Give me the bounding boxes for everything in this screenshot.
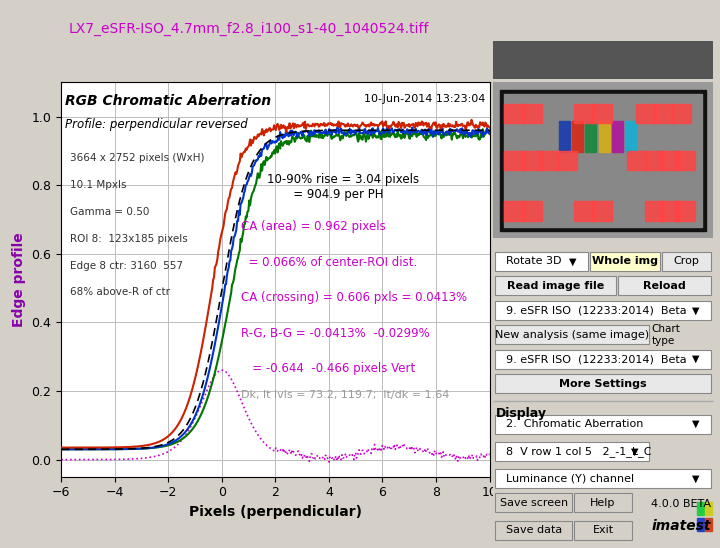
- Text: Read image file: Read image file: [507, 281, 604, 291]
- Bar: [559, 121, 570, 152]
- Bar: [636, 104, 656, 123]
- Bar: [644, 201, 665, 221]
- Text: Rotate 3D: Rotate 3D: [506, 256, 562, 266]
- Bar: [585, 121, 596, 152]
- Text: Help: Help: [590, 498, 616, 508]
- Text: ▼: ▼: [631, 447, 638, 456]
- Text: Display: Display: [495, 407, 546, 420]
- Text: ▼: ▼: [692, 305, 700, 315]
- Text: Whole img: Whole img: [592, 256, 658, 266]
- Bar: [698, 501, 704, 515]
- Bar: [495, 374, 711, 393]
- Bar: [627, 151, 647, 170]
- Bar: [495, 493, 572, 512]
- Bar: [504, 104, 524, 123]
- Text: = 0.066% of center-ROI dist.: = 0.066% of center-ROI dist.: [241, 256, 418, 269]
- Y-axis label: Edge profile: Edge profile: [12, 232, 26, 327]
- Bar: [575, 201, 594, 221]
- Bar: [592, 201, 612, 221]
- X-axis label: Pixels (perpendicular): Pixels (perpendicular): [189, 505, 362, 519]
- Bar: [495, 442, 649, 461]
- Text: Profile: perpendicular reversed: Profile: perpendicular reversed: [66, 118, 248, 131]
- Bar: [654, 104, 673, 123]
- Bar: [612, 121, 623, 152]
- Bar: [495, 350, 711, 369]
- Text: More Settings: More Settings: [559, 379, 647, 389]
- Text: CA (area) = 0.962 pixels: CA (area) = 0.962 pixels: [241, 220, 386, 233]
- Bar: [675, 151, 696, 170]
- Bar: [572, 121, 583, 152]
- Bar: [705, 501, 712, 515]
- Text: 8  V row 1 col 5   2_-1_L_C: 8 V row 1 col 5 2_-1_L_C: [506, 446, 652, 457]
- Bar: [504, 94, 702, 227]
- Bar: [598, 121, 610, 152]
- Bar: [660, 151, 680, 170]
- Text: R-G, B-G = -0.0413%  -0.0299%: R-G, B-G = -0.0413% -0.0299%: [241, 327, 430, 340]
- Text: Exit: Exit: [593, 525, 613, 535]
- Bar: [495, 252, 588, 271]
- Text: LX7_eSFR-ISO_4.7mm_f2.8_i100_s1-40_1040524.tiff: LX7_eSFR-ISO_4.7mm_f2.8_i100_s1-40_10405…: [68, 22, 428, 36]
- Bar: [522, 201, 541, 221]
- Text: RGB Chromatic Aberration: RGB Chromatic Aberration: [66, 94, 271, 108]
- Bar: [495, 276, 616, 295]
- Text: Reload: Reload: [643, 281, 686, 291]
- Text: 9. eSFR ISO  (12233:2014)  Beta: 9. eSFR ISO (12233:2014) Beta: [506, 354, 687, 364]
- Text: Dk, lt lvls = 73.2, 119.7;  lt/dk = 1.64: Dk, lt lvls = 73.2, 119.7; lt/dk = 1.64: [241, 390, 449, 400]
- Text: 4.0.0 BETA: 4.0.0 BETA: [652, 499, 711, 509]
- Bar: [495, 415, 711, 434]
- Bar: [575, 493, 631, 512]
- Bar: [557, 151, 577, 170]
- Bar: [618, 276, 711, 295]
- Text: ▼: ▼: [692, 354, 700, 364]
- Text: imatest: imatest: [652, 519, 711, 533]
- Bar: [644, 151, 665, 170]
- Bar: [522, 151, 541, 170]
- Bar: [675, 201, 696, 221]
- Bar: [495, 301, 711, 320]
- Bar: [625, 121, 636, 152]
- Bar: [660, 201, 680, 221]
- Bar: [539, 151, 559, 170]
- Bar: [662, 252, 711, 271]
- Text: 10.1 Mpxls: 10.1 Mpxls: [70, 180, 126, 190]
- Bar: [522, 104, 541, 123]
- Bar: [495, 326, 649, 344]
- Text: Save data: Save data: [505, 525, 562, 535]
- Bar: [504, 151, 524, 170]
- Bar: [575, 521, 631, 540]
- Text: 2.  Chromatic Aberration: 2. Chromatic Aberration: [506, 419, 644, 429]
- Text: = -0.644  -0.466 pixels Vert: = -0.644 -0.466 pixels Vert: [241, 362, 415, 375]
- Bar: [495, 469, 711, 488]
- Text: CA (crossing) = 0.606 pxls = 0.0413%: CA (crossing) = 0.606 pxls = 0.0413%: [241, 292, 467, 304]
- Bar: [504, 201, 524, 221]
- Text: ▼: ▼: [692, 473, 700, 483]
- Bar: [671, 104, 691, 123]
- Text: ROI 8:  123x185 pixels: ROI 8: 123x185 pixels: [70, 233, 187, 244]
- Bar: [592, 104, 612, 123]
- Bar: [698, 518, 704, 532]
- Text: Crop: Crop: [673, 256, 699, 266]
- Text: 10-90% rise = 3.04 pixels
       = 904.9 per PH: 10-90% rise = 3.04 pixels = 904.9 per PH: [267, 173, 419, 201]
- Text: Luminance (Y) channel: Luminance (Y) channel: [506, 473, 634, 483]
- Text: 3664 x 2752 pixels (WxH): 3664 x 2752 pixels (WxH): [70, 153, 204, 163]
- Text: 9. eSFR ISO  (12233:2014)  Beta: 9. eSFR ISO (12233:2014) Beta: [506, 305, 687, 315]
- Text: 68% above-R of ctr: 68% above-R of ctr: [70, 287, 170, 298]
- Bar: [590, 252, 660, 271]
- Bar: [495, 521, 572, 540]
- Text: Save screen: Save screen: [500, 498, 568, 508]
- Text: ▼: ▼: [569, 256, 577, 266]
- Text: Edge 8 ctr: 3160  557: Edge 8 ctr: 3160 557: [70, 260, 183, 271]
- Text: Chart
type: Chart type: [652, 324, 680, 346]
- Bar: [575, 104, 594, 123]
- Text: ▼: ▼: [692, 419, 700, 429]
- Text: 10-Jun-2014 13:23:04: 10-Jun-2014 13:23:04: [364, 94, 485, 104]
- Text: Gamma = 0.50: Gamma = 0.50: [70, 207, 149, 217]
- Bar: [705, 518, 712, 532]
- Text: New analysis (same image): New analysis (same image): [495, 330, 649, 340]
